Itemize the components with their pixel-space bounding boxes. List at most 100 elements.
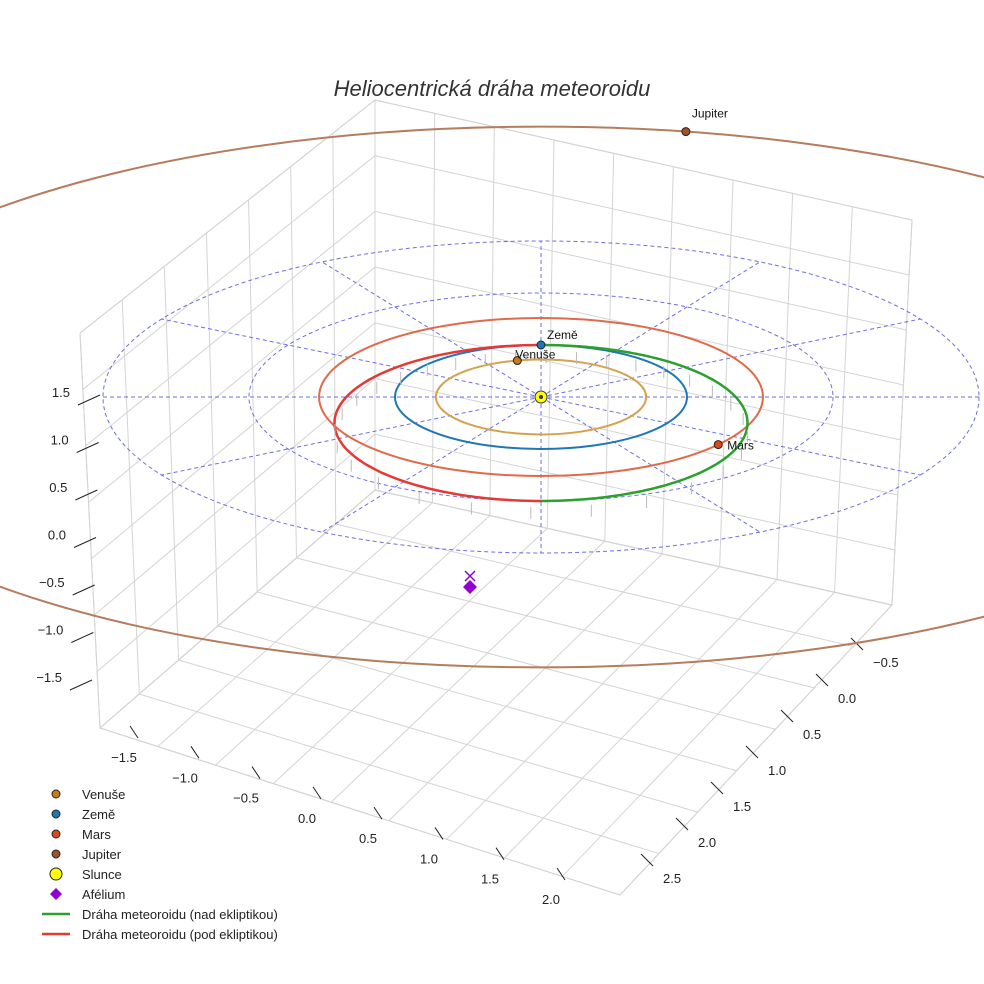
legend-item: Mars (51, 827, 111, 842)
x-tick-mark (495, 847, 505, 860)
right-pane-vgrid (719, 179, 734, 567)
reference-spoke (540, 318, 921, 398)
y-tick-label: 0.5 (803, 727, 821, 742)
floor-gridline (374, 489, 893, 606)
left-pane-vgrid (163, 266, 180, 661)
z-gridline (79, 99, 913, 334)
floor-gridline (388, 553, 663, 822)
z-gridline (96, 433, 896, 672)
floor-gridline (99, 727, 621, 896)
right-pane-vgrid (776, 193, 794, 580)
y-tick-label: 2.0 (698, 835, 716, 850)
legend-label: Afélium (82, 887, 125, 902)
y-tick-mark (850, 637, 864, 651)
z-tick-label: 1.0 (51, 433, 69, 448)
left-pane-vgrid (290, 166, 297, 559)
reference-spoke (321, 261, 542, 398)
floor-gridline (217, 625, 737, 772)
legend-label: Země (82, 807, 115, 822)
planet-mars (713, 440, 723, 450)
legend-label: Mars (82, 827, 111, 842)
x-tick-label: 0.5 (359, 831, 377, 846)
legend-item: Jupiter (51, 847, 122, 862)
legend-swatch (51, 789, 61, 799)
reference-ring (248, 292, 834, 502)
meteoroid-orbit-below (333, 343, 541, 503)
aphelion-cross-b (464, 570, 476, 582)
x-tick-mark (190, 746, 200, 759)
floor-gridline (296, 557, 815, 689)
planet-label-mars: Mars (727, 439, 754, 453)
x-tick-label: 1.5 (481, 872, 499, 887)
floor-gridline (330, 540, 606, 803)
z-gridline (85, 210, 907, 447)
legend-label: Dráha meteoroidu (pod ekliptikou) (82, 927, 278, 942)
legend-label: Slunce (82, 867, 122, 882)
y-tick-mark (780, 709, 794, 723)
left-pane-outline (79, 98, 376, 730)
y-tick-mark (815, 673, 829, 687)
x-tick-mark (556, 867, 566, 881)
orbit-venuše (434, 358, 648, 436)
legend-swatch (51, 829, 61, 839)
legend-label: Dráha meteoroidu (nad ekliptikou) (82, 907, 278, 922)
orbit-jupiter (0, 125, 984, 669)
legend: Venuše Země Mars Jupiter Slunce Afélium Dráha … (42, 787, 278, 942)
legend-item: Afélium (50, 887, 125, 902)
y-tick-mark (745, 745, 759, 759)
x-tick-label: −1.5 (111, 750, 137, 765)
z-tick-label: −1.5 (36, 670, 62, 685)
reference-spoke (540, 396, 761, 533)
right-pane-vgrid (489, 126, 495, 516)
y-tick-label: 2.5 (663, 871, 681, 886)
left-pane-vgrid (205, 233, 219, 627)
x-tick-label: −0.5 (233, 791, 259, 806)
floor-gridline (272, 527, 548, 785)
z-gridline (91, 322, 901, 560)
planet-venuše (512, 356, 522, 366)
reference-spoke (161, 396, 542, 476)
reference-spoke (540, 261, 761, 398)
markers: Venuše Země Mars Jupiter (463, 107, 754, 594)
floor-gridline (504, 579, 778, 859)
x-tick-label: −1.0 (172, 770, 198, 785)
y-tick-mark (675, 817, 689, 831)
floor-gridline (215, 515, 491, 766)
floor-gridline (257, 591, 776, 730)
chart-title: Heliocentrická dráha meteoroidu (334, 76, 651, 101)
z-tick-label: 1.5 (52, 385, 70, 400)
legend-label: Venuše (82, 787, 125, 802)
z-gridline (88, 266, 904, 503)
left-pane-vgrid (79, 332, 101, 729)
sun-core (539, 395, 543, 399)
planet-label-venuše: Venuše (515, 348, 555, 362)
planet-jupiter (681, 127, 691, 137)
floor-gridline (178, 659, 698, 813)
x-tick-mark (312, 786, 322, 800)
meteoroid-orbit-above (541, 343, 749, 503)
legend-item: Venuše (51, 787, 125, 802)
z-tick-label: −0.5 (39, 575, 65, 590)
right-pane-vgrid (891, 219, 913, 606)
right-pane-vgrid (546, 139, 555, 529)
legend-item: Slunce (49, 867, 122, 882)
floor-gridline (157, 502, 433, 747)
floor-gridline (335, 523, 854, 647)
z-tick-mark (69, 679, 93, 691)
z-tick-mark (76, 442, 99, 453)
reference-spoke (321, 396, 542, 533)
planet-label-jupiter: Jupiter (692, 107, 728, 121)
left-pane-vgrid (332, 133, 337, 525)
axis-panes (79, 98, 913, 896)
floor-gridline (99, 489, 376, 729)
z-tick-label: 0.5 (49, 480, 67, 495)
floor-gridline (446, 566, 721, 840)
legend-swatch (49, 867, 63, 881)
planet-label-země: Země (547, 328, 578, 342)
x-tick-mark (251, 766, 261, 779)
x-tick-mark (434, 827, 444, 840)
x-tick-mark (129, 725, 139, 739)
legend-item: Dráha meteoroidu (pod ekliptikou) (42, 927, 278, 942)
y-tick-label: 1.0 (768, 763, 786, 778)
